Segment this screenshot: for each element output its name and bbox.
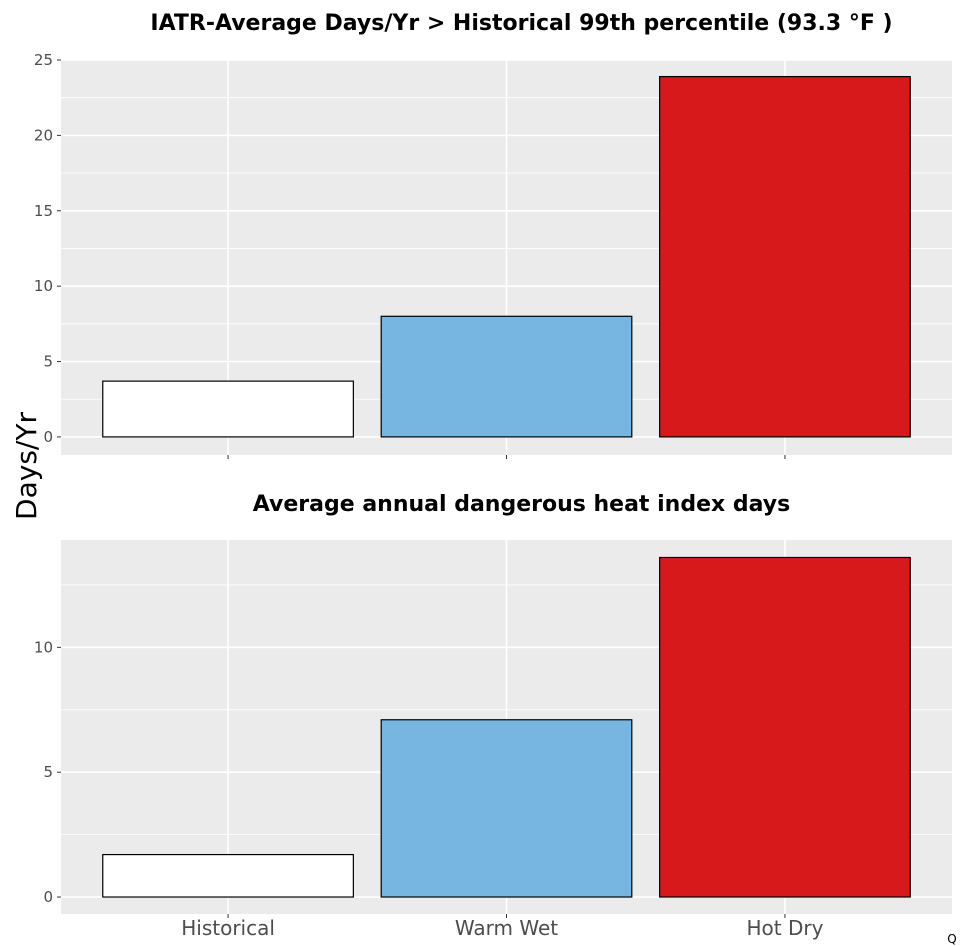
y-tick-label: 15 — [34, 202, 53, 220]
x-tick-label: Hot Dry — [746, 916, 823, 940]
corner-mark: Q — [947, 932, 956, 946]
x-tick-label: Historical — [181, 916, 275, 940]
y-tick-label: 0 — [43, 888, 53, 906]
y-tick-label: 10 — [34, 638, 53, 656]
y-tick-label: 10 — [34, 277, 53, 295]
y-tick-label: 5 — [43, 763, 53, 781]
bar-hot-dry — [659, 556, 911, 898]
chart-top: IATR-Average Days/Yr > Historical 99th p… — [34, 11, 952, 459]
bar-historical — [102, 380, 354, 438]
y-tick-label: 0 — [43, 428, 53, 446]
chart-bottom: Average annual dangerous heat index days… — [34, 492, 952, 940]
bar-warm-wet — [380, 719, 633, 898]
y-tick-label: 20 — [34, 126, 53, 144]
y-axis-label: Days/Yr — [10, 412, 43, 520]
bar-warm-wet — [380, 315, 633, 438]
y-tick-label: 25 — [34, 51, 53, 69]
bar-hot-dry — [659, 75, 911, 438]
y-tick-label: 5 — [43, 353, 53, 371]
chart-title: IATR-Average Days/Yr > Historical 99th p… — [150, 11, 892, 36]
chart-title: Average annual dangerous heat index days — [253, 492, 790, 517]
bar-historical — [102, 853, 354, 898]
x-tick-label: Warm Wet — [455, 916, 558, 940]
